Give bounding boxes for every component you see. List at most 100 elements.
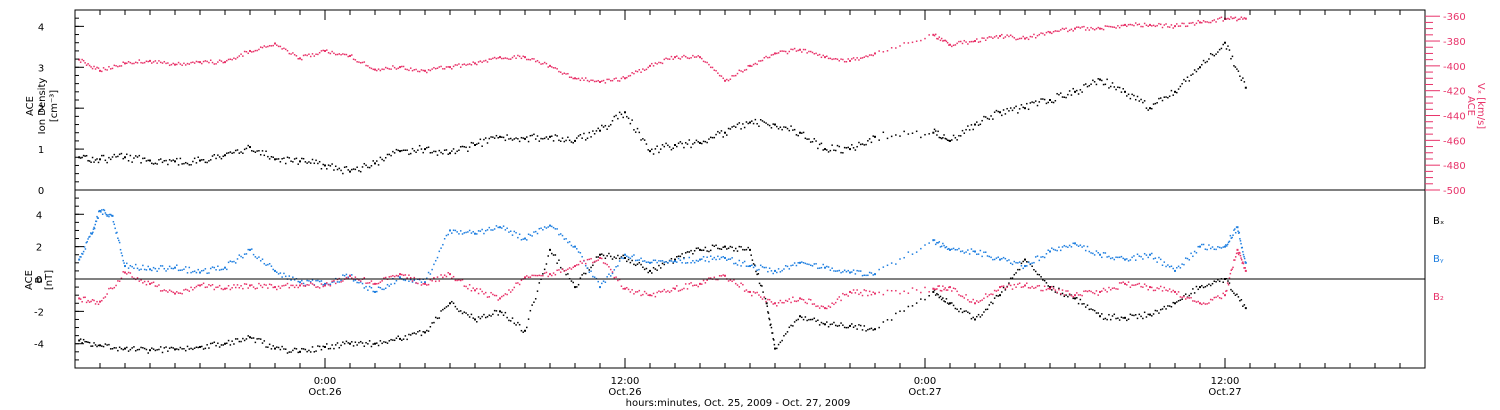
data-point	[584, 272, 587, 275]
data-point	[1217, 18, 1219, 20]
data-point	[167, 291, 169, 293]
data-point	[831, 302, 833, 304]
data-point	[243, 283, 246, 285]
data-point	[252, 253, 255, 256]
data-point	[288, 286, 291, 289]
data-point	[1095, 27, 1098, 30]
data-point	[265, 150, 267, 153]
data-point	[683, 257, 685, 260]
data-point	[372, 343, 374, 345]
data-point	[186, 345, 189, 348]
data-point	[161, 62, 164, 64]
data-point	[420, 281, 423, 283]
data-point	[618, 278, 621, 281]
data-point	[336, 168, 339, 171]
data-point	[590, 257, 592, 260]
data-point	[376, 160, 378, 162]
data-point	[579, 277, 582, 279]
data-point	[101, 345, 103, 347]
data-point	[249, 146, 251, 149]
data-point	[386, 283, 389, 286]
data-point	[195, 346, 198, 349]
data-point	[154, 60, 157, 62]
data-point	[783, 334, 785, 337]
data-point	[98, 210, 100, 213]
data-point	[508, 138, 510, 140]
data-point	[177, 348, 180, 351]
data-point	[899, 45, 901, 47]
data-point	[1054, 30, 1057, 32]
data-point	[529, 276, 532, 278]
data-point	[229, 260, 232, 262]
data-point	[761, 120, 764, 122]
data-point	[238, 286, 241, 289]
data-point	[102, 345, 105, 348]
data-point	[1059, 293, 1062, 296]
data-point	[1236, 226, 1239, 229]
data-point	[261, 342, 264, 344]
data-point	[233, 151, 235, 154]
data-point	[586, 258, 589, 261]
data-point	[368, 282, 371, 284]
data-point	[640, 257, 642, 260]
data-point	[1018, 282, 1021, 284]
data-point	[138, 280, 141, 282]
data-point	[88, 341, 91, 344]
data-point	[865, 274, 867, 277]
data-point	[436, 67, 439, 69]
data-point	[159, 346, 162, 348]
data-point	[433, 263, 435, 266]
data-point	[327, 348, 330, 350]
data-point	[1140, 285, 1142, 288]
data-point	[467, 287, 469, 290]
data-point	[263, 283, 266, 286]
data-point	[283, 157, 285, 159]
data-point	[1097, 26, 1099, 29]
data-point	[154, 285, 157, 287]
data-point	[711, 136, 714, 139]
data-point	[609, 79, 612, 82]
data-point	[126, 153, 128, 156]
data-point	[274, 269, 276, 272]
data-point	[1195, 22, 1198, 25]
data-point	[722, 136, 724, 138]
data-point	[536, 232, 539, 235]
data-point	[359, 280, 362, 282]
data-point	[768, 56, 771, 59]
data-point	[101, 299, 103, 302]
data-point	[1201, 243, 1203, 246]
data-point	[838, 324, 841, 327]
data-point	[1008, 283, 1010, 286]
data-point	[106, 344, 108, 346]
data-point	[676, 145, 678, 148]
data-point	[608, 266, 610, 268]
data-point	[96, 158, 98, 160]
data-point	[413, 279, 416, 282]
data-point	[140, 61, 142, 64]
data-point	[445, 275, 448, 278]
data-point	[1043, 34, 1046, 36]
data-point	[240, 285, 242, 287]
data-point	[1199, 66, 1201, 69]
data-point	[299, 284, 301, 287]
data-point	[145, 269, 148, 271]
data-point	[99, 69, 101, 72]
data-point	[858, 293, 860, 296]
data-point	[1186, 296, 1189, 299]
data-point	[1109, 257, 1112, 260]
data-point	[937, 285, 939, 287]
data-point	[599, 253, 601, 256]
data-point	[1120, 316, 1123, 319]
data-point	[688, 251, 691, 253]
data-point	[767, 56, 769, 59]
data-point	[195, 60, 198, 63]
data-point	[87, 159, 89, 162]
data-point	[1099, 27, 1101, 30]
data-point	[1018, 37, 1021, 40]
data-point	[88, 160, 91, 162]
data-point	[720, 275, 723, 277]
data-point	[679, 141, 682, 143]
data-point	[172, 267, 174, 270]
data-point	[1051, 289, 1053, 291]
data-point	[652, 259, 655, 262]
